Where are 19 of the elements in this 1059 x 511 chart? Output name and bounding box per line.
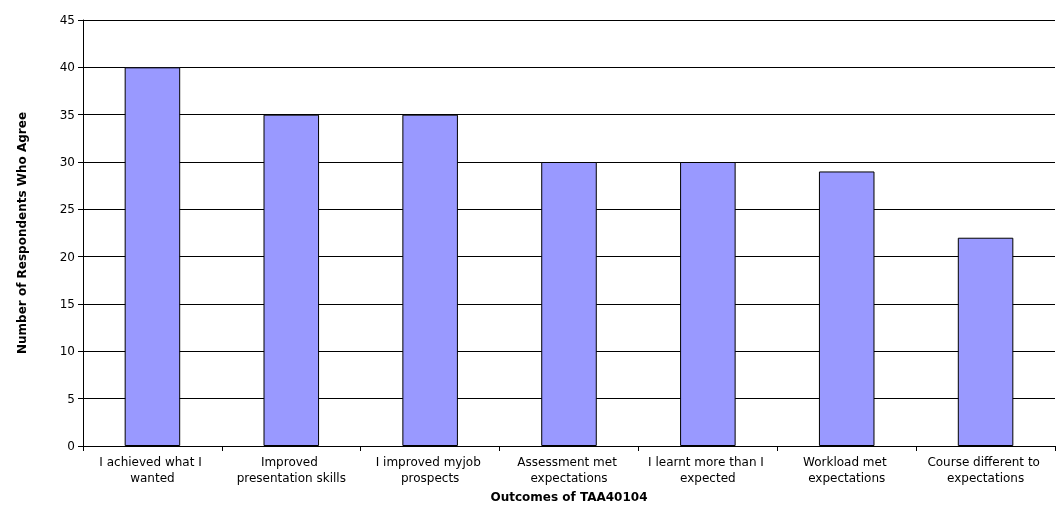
y-tick-label: 30 xyxy=(59,155,75,169)
y-tick-label: 20 xyxy=(59,249,75,264)
x-tick-label: Workload met expectations xyxy=(802,455,891,485)
x-axis-title: Outcomes of TAA40104 xyxy=(490,490,648,504)
x-tick-label: I improved myjob prospects xyxy=(375,455,485,485)
y-tick-label: 5 xyxy=(67,391,75,406)
x-tick-label: Improved presentation skills xyxy=(236,455,346,485)
x-tick-label: Course different to expectations xyxy=(927,455,1044,485)
x-tick-label: I learnt more than I expected xyxy=(648,455,768,485)
y-tick-label: 35 xyxy=(59,107,75,122)
y-tick-label: 45 xyxy=(59,13,75,27)
y-tick-label: 0 xyxy=(67,439,75,453)
y-axis-title: Number of Respondents Who Agree xyxy=(15,111,29,355)
y-tick-label: 15 xyxy=(59,297,75,311)
y-tick-label: 40 xyxy=(59,60,75,75)
x-tick-label: Assessment met expectations xyxy=(517,455,621,485)
x-tick-label: I achieved what I wanted xyxy=(99,455,206,485)
y-tick-label: 10 xyxy=(59,344,75,359)
y-tick-label: 25 xyxy=(59,202,75,217)
